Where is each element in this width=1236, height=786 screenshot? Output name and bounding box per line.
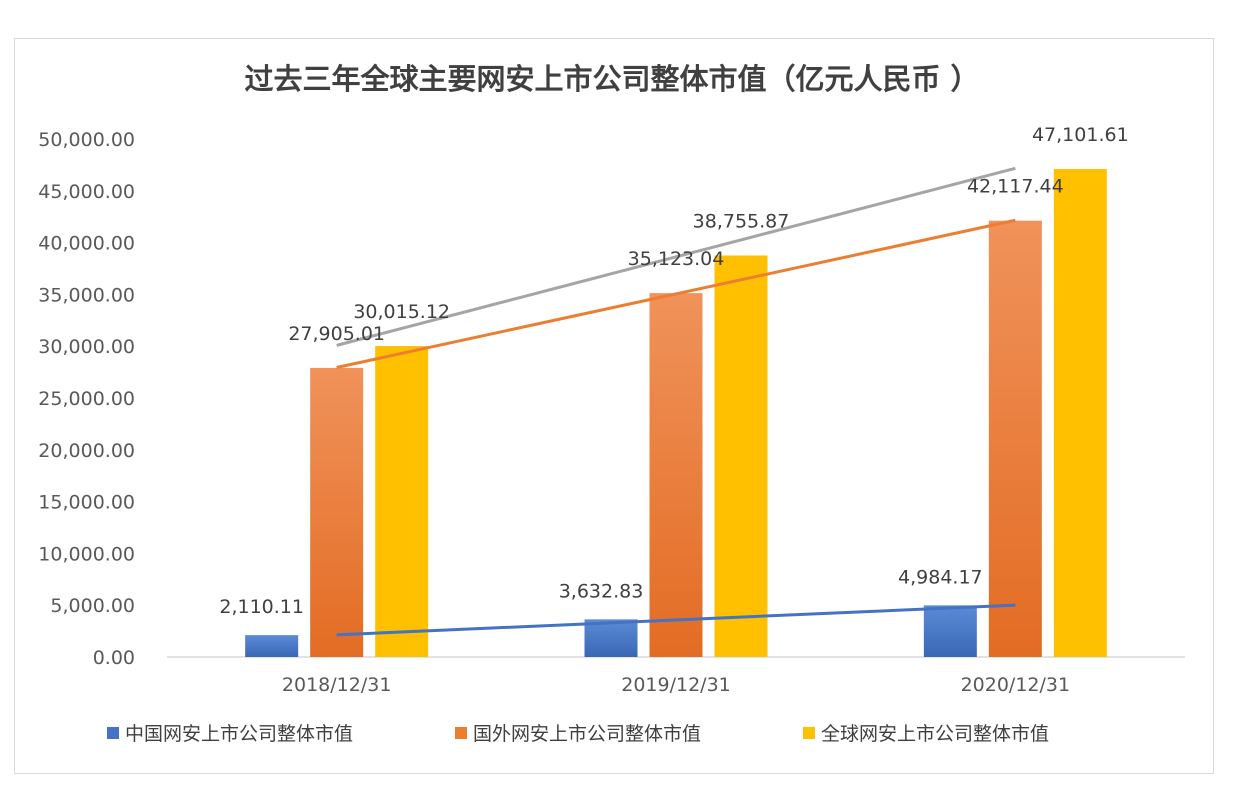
- data-labels: 2,110.11 3,632.83 4,984.17 27,905.01 35,123.…: [219, 124, 1128, 618]
- legend: 中国网安上市公司整体市值 国外网安上市公司整体市值 全球网安上市公司整体市值: [107, 723, 1049, 745]
- y-tick-label: 10,000.00: [38, 543, 135, 565]
- chart-frame: 过去三年全球主要网安上市公司整体市值（亿元人民币 ） 0.00 5,000.00 1…: [14, 38, 1214, 774]
- y-tick-label: 30,000.00: [38, 336, 135, 358]
- bar-1-2: [584, 619, 638, 657]
- x-axis: 2018/12/31 2019/12/31 2020/12/31: [167, 656, 1185, 696]
- data-label: 4,984.17: [898, 566, 983, 588]
- y-tick-label: 40,000.00: [38, 233, 135, 255]
- bar-1-3: [923, 605, 977, 657]
- data-label: 42,117.44: [967, 176, 1064, 198]
- legend-label-2: 国外网安上市公司整体市值: [473, 723, 701, 745]
- y-tick-label: 25,000.00: [38, 388, 135, 410]
- bar-3-3: [1053, 169, 1107, 657]
- x-tick-label: 2020/12/31: [961, 674, 1071, 696]
- y-tick-label: 50,000.00: [38, 129, 135, 151]
- y-axis: 0.00 5,000.00 10,000.00 15,000.00 20,000.00 2…: [38, 129, 135, 669]
- data-label: 27,905.01: [288, 323, 385, 345]
- y-tick-label: 20,000.00: [38, 440, 135, 462]
- data-label: 2,110.11: [219, 596, 304, 618]
- bars: [245, 169, 1107, 657]
- trendline-3: [336, 166, 1016, 347]
- bar-1-1: [245, 635, 299, 657]
- x-tick-label: 2019/12/31: [621, 674, 731, 696]
- data-label: 47,101.61: [1032, 124, 1129, 146]
- legend-swatch-2: [455, 727, 467, 739]
- data-label: 38,755.87: [693, 210, 790, 232]
- chart-title: 过去三年全球主要网安上市公司整体市值（亿元人民币 ）: [244, 62, 979, 96]
- y-tick-label: 0.00: [93, 647, 135, 669]
- data-label: 35,123.04: [628, 248, 725, 270]
- legend-swatch-3: [803, 727, 815, 739]
- trendlines: [336, 166, 1016, 637]
- data-label: 3,632.83: [559, 580, 644, 602]
- bar-2-2: [649, 293, 703, 657]
- data-label: 30,015.12: [353, 301, 450, 323]
- y-tick-label: 45,000.00: [38, 181, 135, 203]
- legend-swatch-1: [107, 727, 119, 739]
- legend-label-3: 全球网安上市公司整体市值: [821, 723, 1049, 745]
- chart-svg: 过去三年全球主要网安上市公司整体市值（亿元人民币 ） 0.00 5,000.00 1…: [38, 62, 1185, 745]
- bar-3-1: [375, 346, 429, 657]
- x-tick-label: 2018/12/31: [282, 674, 392, 696]
- trendline-1: [336, 603, 1016, 637]
- legend-label-1: 中国网安上市公司整体市值: [125, 723, 353, 745]
- y-tick-label: 5,000.00: [50, 595, 135, 617]
- bar-3-2: [714, 255, 768, 657]
- bar-2-3: [988, 220, 1042, 657]
- y-tick-label: 35,000.00: [38, 284, 135, 306]
- bar-2-1: [310, 367, 364, 657]
- y-tick-label: 15,000.00: [38, 492, 135, 514]
- trendline-2: [336, 218, 1016, 369]
